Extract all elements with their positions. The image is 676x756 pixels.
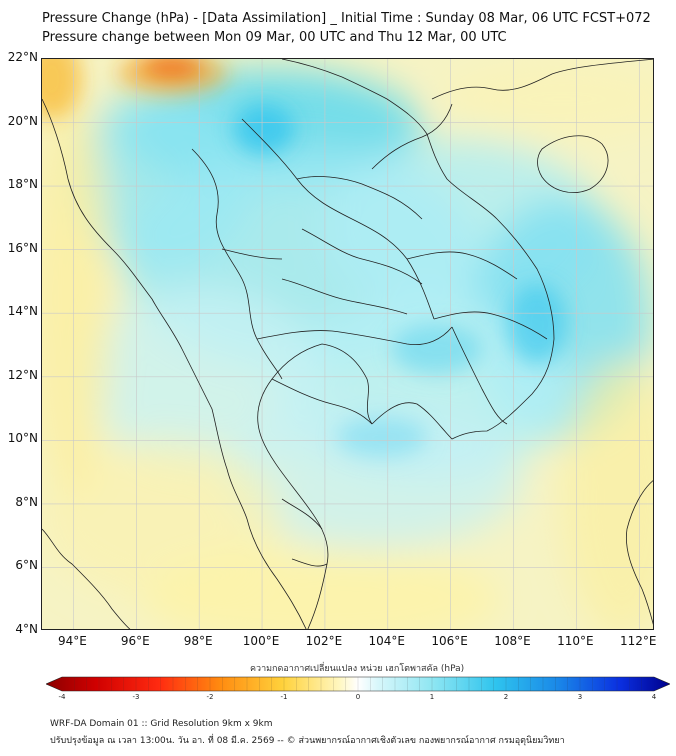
map-subtitle: Pressure change between Mon 09 Mar, 00 U… <box>42 30 507 45</box>
lat-tick-label: 16°N <box>7 240 38 255</box>
lat-tick-label: 18°N <box>7 177 38 192</box>
pressure-change-map <box>42 59 653 629</box>
colorbar-tick-label: -2 <box>206 693 214 701</box>
map-panel <box>41 58 654 630</box>
lon-tick-label: 106°E <box>431 634 468 648</box>
lat-tick-label: 6°N <box>15 558 38 573</box>
colorbar-tick-label: 2 <box>503 693 509 701</box>
lat-tick-label: 4°N <box>15 622 38 636</box>
lat-tick-label: 20°N <box>7 113 38 128</box>
lat-tick-label: 14°N <box>7 304 38 319</box>
colorbar-tick-label: 1 <box>429 693 435 701</box>
lon-tick-label: 94°E <box>57 634 87 648</box>
map-title: Pressure Change (hPa) - [Data Assimilati… <box>42 11 651 26</box>
footer-model-info: WRF-DA Domain 01 :: Grid Resolution 9km … <box>50 719 273 729</box>
lon-tick-label: 108°E <box>494 634 531 648</box>
lat-tick-label: 8°N <box>15 494 38 509</box>
colorbar <box>46 676 670 692</box>
colorbar-tick-label: -4 <box>58 693 66 701</box>
colorbar-gradient <box>46 676 670 692</box>
lat-tick-label: 10°N <box>7 431 38 446</box>
lon-tick-label: 100°E <box>242 634 280 648</box>
footer-credit: ปรับปรุงข้อมูล ณ เวลา 13:00น. วัน อา. ที… <box>50 736 565 746</box>
colorbar-tick-label: 4 <box>651 693 657 701</box>
pressure-field-detail <box>42 59 567 457</box>
colorbar-title: ความกดอากาศเปลี่ยนแปลง หน่วย เฮกโตพาสคัล… <box>250 664 465 674</box>
lon-tick-label: 102°E <box>305 634 343 648</box>
graticule <box>42 59 653 629</box>
colorbar-tick-label: -1 <box>280 693 288 701</box>
lon-tick-label: 96°E <box>120 634 150 648</box>
colorbar-tick-label: -3 <box>132 693 140 701</box>
coastline-borders <box>42 59 653 629</box>
lat-tick-label: 22°N <box>7 50 38 64</box>
lat-tick-label: 12°N <box>7 367 38 382</box>
lon-tick-label: 110°E <box>557 634 594 648</box>
lon-tick-label: 104°E <box>368 634 406 648</box>
lon-tick-label: 112°E <box>620 634 657 648</box>
colorbar-tick-label: 3 <box>577 693 583 701</box>
lon-tick-label: 98°E <box>183 634 213 648</box>
colorbar-tick-label: 0 <box>355 693 361 701</box>
